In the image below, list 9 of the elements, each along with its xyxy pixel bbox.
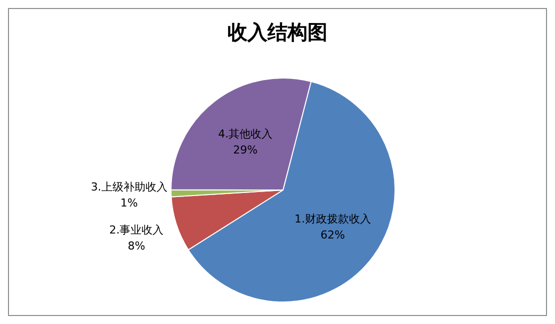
slice-label: 4.其他收入 <box>218 127 273 140</box>
data-label: 1% <box>120 196 138 210</box>
slice-label: 3.上级补助收入 <box>90 180 168 194</box>
chart-title: 收入结构图 <box>226 19 328 46</box>
slice-label: 1.财政拨款收入 <box>294 212 372 226</box>
slice-label: 2.事业收入 <box>109 223 164 236</box>
data-label: 8% <box>128 239 146 252</box>
data-label: 29% <box>233 143 258 156</box>
data-label: 62% <box>320 228 345 242</box>
